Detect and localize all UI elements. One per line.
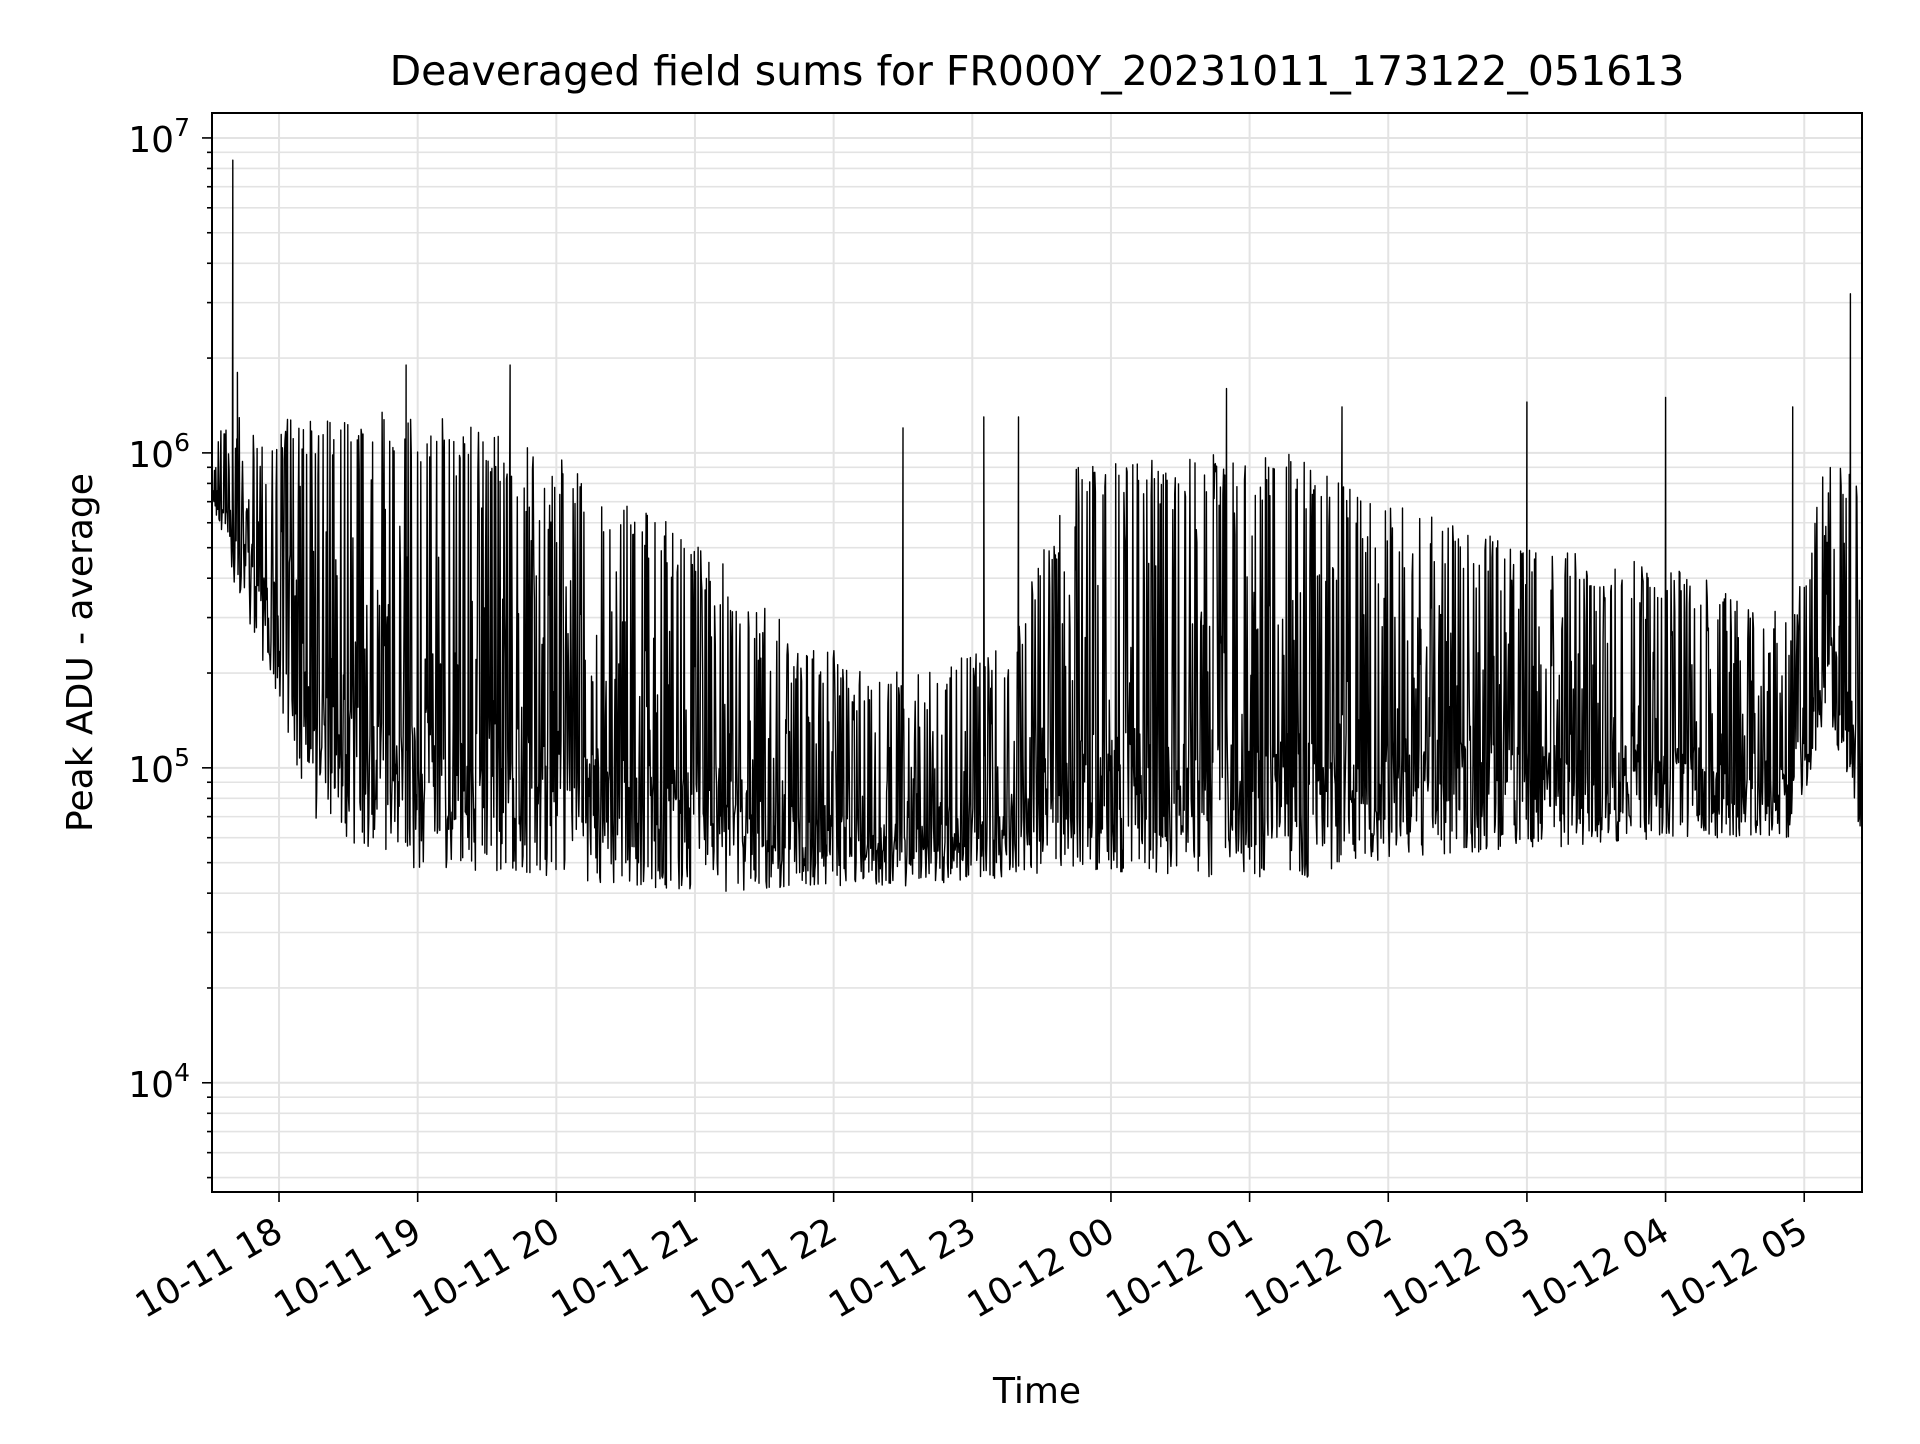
y-tick-label: 107: [128, 113, 190, 161]
x-tick-label: 10-12 03: [1377, 1210, 1538, 1326]
x-tick-label: 10-12 05: [1654, 1210, 1815, 1326]
x-tick-label: 10-12 00: [961, 1210, 1122, 1326]
x-tick-label: 10-12 02: [1238, 1210, 1399, 1326]
x-tick-label: 10-12 01: [1099, 1210, 1260, 1326]
y-tick-label: 104: [128, 1058, 190, 1106]
y-axis-label: Peak ADU - average: [60, 473, 101, 832]
x-tick-label: 10-12 04: [1515, 1210, 1676, 1326]
y-tick-label: 106: [128, 428, 190, 476]
plot-layer: [212, 159, 1862, 1146]
x-tick-label: 10-11 22: [683, 1210, 844, 1326]
chart-title: Deaveraged field sums for FR000Y_2023101…: [390, 47, 1685, 95]
x-tick-label: 10-11 20: [406, 1210, 567, 1326]
x-tick-label: 10-11 18: [129, 1210, 290, 1326]
plot-frame: [211, 112, 1863, 1193]
y-tick-label: 105: [128, 743, 190, 791]
x-tick-label: 10-11 23: [822, 1210, 983, 1326]
x-axis-label: Time: [992, 1371, 1081, 1412]
x-tick-label: 10-11 19: [267, 1210, 428, 1326]
series-line: [212, 159, 1862, 1146]
x-tick-label: 10-11 21: [545, 1210, 706, 1326]
